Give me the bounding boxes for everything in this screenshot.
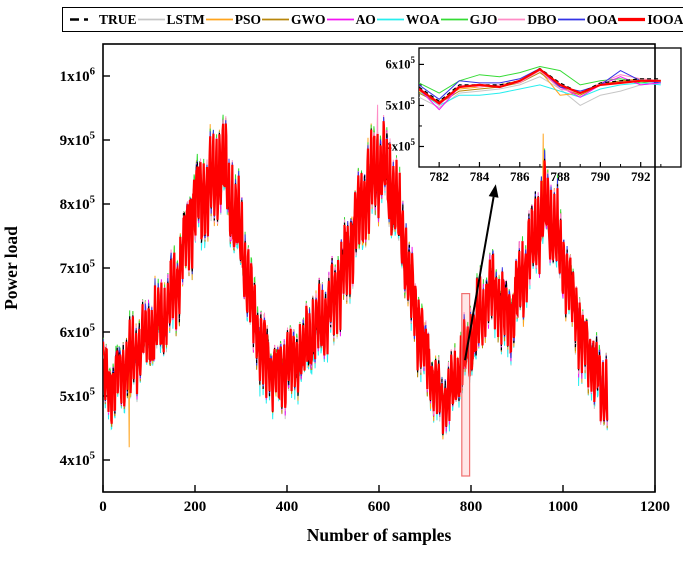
legend-label: TRUE: [99, 11, 137, 27]
legend-item-true: TRUE: [70, 12, 137, 28]
legend-label: GWO: [291, 11, 326, 27]
legend-line-sample-true: [70, 18, 97, 21]
y-tick-label: 9x105: [60, 130, 95, 149]
inset-x-tick-label: 784: [470, 169, 490, 184]
inset-y-tick-label: 6x105: [386, 55, 416, 71]
legend-label: DBO: [527, 11, 557, 27]
legend-label: IOOA: [647, 11, 683, 27]
inset-frame: [418, 47, 682, 168]
legend-item-dbo: DBO: [498, 11, 557, 28]
inset-x-tick-label: 786: [510, 169, 530, 184]
y-tick-label: 6x105: [60, 322, 95, 341]
x-tick-label: 800: [460, 499, 483, 515]
arrow-head: [488, 184, 499, 198]
inset-x-tick-label: 790: [591, 169, 611, 184]
y-tick-label: 8x105: [60, 194, 95, 213]
legend-line-sample-iooa: [618, 17, 646, 22]
arrow-shaft: [464, 196, 495, 361]
legend-line-sample-gjo: [440, 18, 468, 21]
x-tick-label: 0: [99, 499, 107, 515]
legend-item-gwo: GWO: [262, 12, 326, 28]
legend-item-gjo: GJO: [440, 11, 498, 28]
legend-line-sample-dbo: [498, 18, 526, 21]
x-tick-label: 400: [276, 499, 299, 515]
legend-label: AO: [355, 11, 376, 27]
legend-line-sample-pso: [205, 18, 233, 21]
inset-y-tick-label: 4x105: [386, 137, 416, 153]
series-line-iooa: [103, 121, 609, 434]
inset-axes: 782 784 786 788 790 792 4x105 5x105 6x105: [386, 47, 682, 184]
legend-label: LSTM: [166, 11, 205, 27]
main-axes: 0 200 400 600 800 1000 1200 4x105 5x105 6x105 7x10…: [60, 43, 670, 515]
y-tick-label: 4x105: [60, 450, 95, 469]
x-tick-label: 200: [184, 499, 207, 515]
inset-x-tick-label: 782: [429, 169, 449, 184]
inset-y-tick-label: 5x105: [386, 96, 416, 112]
inset-x-tick-label: 788: [550, 169, 570, 184]
x-tick-label: 1000: [548, 499, 578, 515]
x-tick-label: 1200: [640, 499, 670, 515]
legend-label: WOA: [405, 11, 440, 27]
legend-line-sample-ooa: [557, 18, 585, 21]
inset-line-lstm: [419, 76, 661, 109]
legend-line-sample-ao: [326, 18, 354, 21]
y-tick-label: 5x105: [60, 386, 95, 405]
legend-label: PSO: [234, 11, 262, 27]
zoom-highlight-region: [461, 293, 471, 477]
legend-line-sample-woa: [376, 18, 404, 21]
legend-item-iooa: IOOA: [618, 12, 683, 28]
highlight-rect: [461, 293, 471, 477]
y-tick-label: 7x105: [60, 258, 95, 277]
zoom-annotation-arrow: [464, 184, 499, 361]
inset-series-lines: [419, 65, 661, 111]
y-tick-label: 1x106: [60, 66, 96, 85]
legend-item-ooa: OOA: [557, 11, 618, 28]
main-series-lines: [103, 104, 609, 448]
inset-line-iooa: [419, 67, 661, 105]
legend-label: OOA: [586, 11, 618, 27]
legend-item-lstm: LSTM: [137, 11, 205, 28]
legend-line-sample-gwo: [262, 18, 290, 21]
x-tick-label: 600: [368, 499, 391, 515]
inset-x-tick-label: 792: [631, 169, 651, 184]
legend-item-ao: AO: [326, 11, 376, 28]
y-axis-title: Power load: [1, 226, 21, 310]
legend-line-sample-lstm: [137, 18, 165, 21]
legend: TRUE LSTM PSO GWO AO WOA GJO DBO OOA IOOA: [62, 7, 683, 32]
inset-line-woa: [419, 82, 661, 106]
x-axis-title: Number of samples: [307, 525, 452, 545]
legend-item-pso: PSO: [205, 11, 262, 28]
legend-item-woa: WOA: [376, 11, 440, 28]
legend-label: GJO: [469, 11, 498, 27]
